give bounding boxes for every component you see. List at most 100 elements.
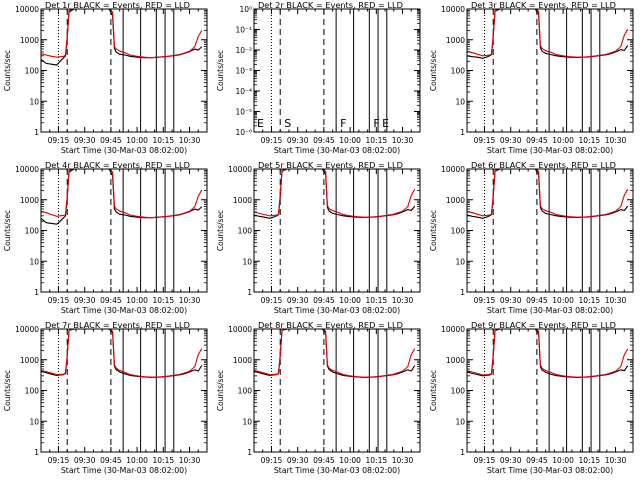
detector-panel-5: Det 5r BLACK = Events, RED = LLD 1 10 100 10… xyxy=(216,160,421,315)
x-axis-label: Start Time (30-Mar-03 08:02:00) xyxy=(274,466,400,475)
event-markers xyxy=(270,9,388,132)
y-tick-label: 100 xyxy=(451,227,466,236)
series-line-events xyxy=(467,329,629,379)
panel-title: Det 1r BLACK = Events, RED = LLD xyxy=(45,0,190,10)
x-tick-label: 10:15 xyxy=(153,136,175,145)
x-tick-label: 10:30 xyxy=(179,456,201,465)
x-tick-label: 09:30 xyxy=(287,296,309,305)
y-axis-label: Counts/sec xyxy=(216,50,225,91)
y-tick-label: 10 xyxy=(242,417,252,426)
panel-title: Det 2r BLACK = Events, RED = LLD xyxy=(258,0,403,10)
panel-title: Det 6r BLACK = Events, RED = LLD xyxy=(471,160,616,170)
x-axis-label: Start Time (30-Mar-03 08:02:00) xyxy=(487,306,613,315)
x-tick-label: 10:15 xyxy=(366,136,388,145)
series-line-events xyxy=(41,9,203,66)
y-tick-label: 1 xyxy=(460,448,465,457)
y-tick-label: 10 xyxy=(29,97,39,106)
x-tick-label: 10:30 xyxy=(392,136,414,145)
x-tick-label: 09:30 xyxy=(74,456,96,465)
detector-panel-8: Det 8r BLACK = Events, RED = LLD 1 10 100 10… xyxy=(216,320,421,475)
x-tick-label: 10:30 xyxy=(605,456,627,465)
y-axis-label: Counts/sec xyxy=(429,210,438,251)
event-marker-label: F xyxy=(340,117,346,130)
y-tick-label: 1 xyxy=(247,448,252,457)
x-tick-label: 09:45 xyxy=(526,136,548,145)
x-axis-label: Start Time (30-Mar-03 08:02:00) xyxy=(274,306,400,315)
x-tick-label: 09:45 xyxy=(313,296,335,305)
y-axis-label: Counts/sec xyxy=(216,210,225,251)
event-markers xyxy=(483,329,601,452)
plot-frame xyxy=(253,328,421,453)
y-tick-label: 10⁻¹ xyxy=(235,26,252,35)
plot-frame xyxy=(466,8,634,133)
y-tick-label: 1000 xyxy=(446,36,465,45)
y-tick-label: 1000 xyxy=(446,196,465,205)
y-tick-label: 1 xyxy=(34,128,39,137)
x-tick-label: 10:15 xyxy=(366,296,388,305)
event-marker-label: F xyxy=(373,117,379,130)
x-tick-label: 09:15 xyxy=(474,296,496,305)
x-tick-label: 09:45 xyxy=(313,456,335,465)
y-tick-label: 10⁻⁶ xyxy=(235,128,252,137)
series-line-lld xyxy=(254,169,416,218)
y-tick-label: 10 xyxy=(29,257,39,266)
series-line-lld xyxy=(467,329,629,378)
y-tick-label: 100 xyxy=(451,67,466,76)
detector-panel-3: Det 3r BLACK = Events, RED = LLD 1 10 100 10… xyxy=(429,0,634,155)
y-tick-label: 1000 xyxy=(20,196,39,205)
x-tick-label: 09:45 xyxy=(100,456,122,465)
panel-title: Det 4r BLACK = Events, RED = LLD xyxy=(45,160,190,170)
x-tick-label: 10:15 xyxy=(579,296,601,305)
plot-frame xyxy=(40,168,208,293)
y-tick-label: 10 xyxy=(455,97,465,106)
y-tick-label: 10000 xyxy=(441,325,465,334)
x-tick-label: 10:15 xyxy=(153,456,175,465)
x-tick-label: 09:15 xyxy=(261,296,283,305)
y-tick-label: 10000 xyxy=(228,325,252,334)
x-tick-label: 09:15 xyxy=(474,456,496,465)
detector-panel-9: Det 9r BLACK = Events, RED = LLD 1 10 100 10… xyxy=(429,320,634,475)
y-tick-label: 10000 xyxy=(15,165,39,174)
y-tick-label: 10000 xyxy=(441,165,465,174)
x-tick-label: 09:45 xyxy=(100,296,122,305)
x-tick-label: 09:45 xyxy=(526,296,548,305)
y-tick-label: 10⁻⁴ xyxy=(235,87,252,96)
event-markers xyxy=(483,169,601,292)
x-tick-label: 09:15 xyxy=(48,456,70,465)
x-tick-label: 10:00 xyxy=(552,136,574,145)
x-tick-label: 10:30 xyxy=(605,296,627,305)
event-markers xyxy=(57,329,175,452)
x-tick-label: 10:00 xyxy=(339,136,361,145)
y-tick-label: 10 xyxy=(242,257,252,266)
y-axis-label: Counts/sec xyxy=(3,210,12,251)
x-tick-label: 10:15 xyxy=(579,136,601,145)
x-tick-label: 09:45 xyxy=(313,136,335,145)
x-axis-label: Start Time (30-Mar-03 08:02:00) xyxy=(487,466,613,475)
x-tick-label: 10:15 xyxy=(579,456,601,465)
x-tick-label: 10:30 xyxy=(392,296,414,305)
plot-frame xyxy=(466,168,634,293)
series-line-lld xyxy=(254,329,416,378)
panel-title: Det 3r BLACK = Events, RED = LLD xyxy=(471,0,616,10)
x-tick-label: 09:15 xyxy=(48,296,70,305)
x-tick-label: 10:00 xyxy=(126,456,148,465)
y-tick-label: 10⁻² xyxy=(235,46,252,55)
y-tick-label: 1 xyxy=(460,128,465,137)
series-line-events xyxy=(254,329,416,379)
x-tick-label: 10:00 xyxy=(339,296,361,305)
event-marker-label: E xyxy=(382,117,389,130)
x-axis-label: Start Time (30-Mar-03 08:02:00) xyxy=(61,146,187,155)
plot-frame xyxy=(466,328,634,453)
y-tick-label: 10⁻⁵ xyxy=(235,108,252,117)
x-tick-label: 10:30 xyxy=(179,136,201,145)
event-markers xyxy=(57,9,175,132)
x-tick-label: 10:00 xyxy=(552,296,574,305)
panel-title: Det 9r BLACK = Events, RED = LLD xyxy=(471,320,616,330)
y-tick-label: 10000 xyxy=(15,325,39,334)
series-line-lld xyxy=(41,9,203,59)
x-tick-label: 10:00 xyxy=(126,296,148,305)
x-tick-label: 09:15 xyxy=(261,136,283,145)
x-tick-label: 10:00 xyxy=(339,456,361,465)
